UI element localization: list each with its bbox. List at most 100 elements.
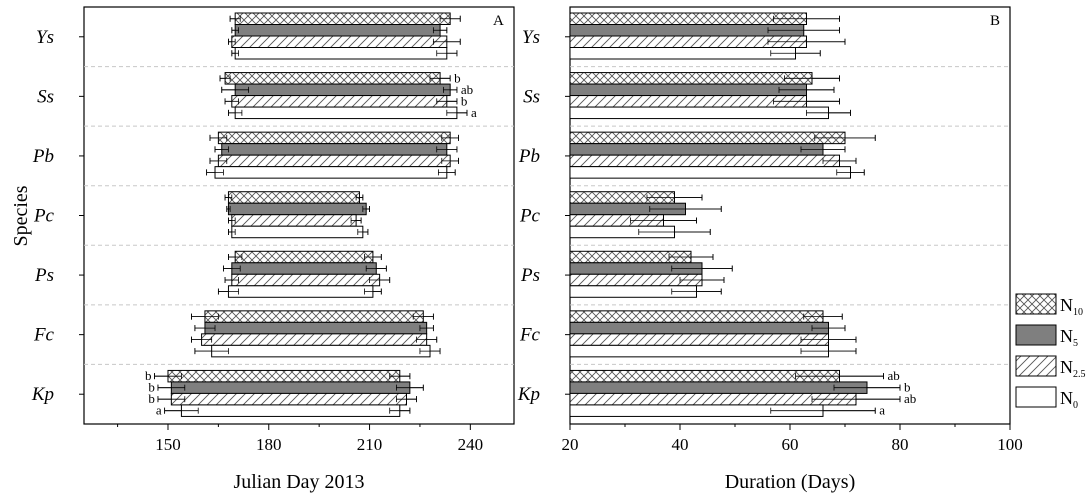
bar-b-ys-n10 [569, 12, 807, 25]
error-bar [800, 146, 846, 153]
error-bar [814, 134, 876, 141]
bar-b-ss-n5 [569, 83, 807, 97]
species-label-kp: Kp [31, 384, 54, 405]
error-bar-start [228, 228, 236, 235]
x-tick-label: 20 [562, 435, 579, 454]
error-bar-end [364, 254, 382, 261]
error-bar [822, 157, 857, 164]
error-bar [778, 86, 835, 93]
error-bar-end [355, 194, 364, 201]
error-bar-end [436, 146, 458, 153]
error-bar-end [419, 325, 434, 332]
error-bar-start [219, 75, 231, 82]
bar-a-fc-n5 [204, 321, 428, 335]
error-bar-end [441, 134, 459, 141]
bar-a-ys-n5 [234, 24, 441, 37]
error-bar-end [436, 98, 458, 105]
error-bar-start [164, 407, 199, 414]
error-bar-end [441, 157, 459, 164]
bar-b-fc-n2-5 [569, 333, 829, 346]
bar-a-pb-n10 [217, 131, 451, 145]
bar-a-pb-n0 [214, 166, 448, 179]
species-label-ps: Ps [520, 265, 540, 286]
bar-a-ys-n10 [234, 12, 451, 25]
x-tick-label: 150 [155, 435, 181, 454]
error-bar [836, 169, 865, 176]
error-bar-start [217, 288, 239, 295]
error-bar-start [157, 396, 186, 403]
error-bar [646, 194, 703, 201]
error-bar-end [432, 38, 461, 45]
error-bar [811, 396, 901, 403]
error-bar-end [438, 169, 456, 176]
error-bar-start [209, 157, 228, 164]
x-tick-label: 210 [357, 435, 383, 454]
y-axis-label: Species [10, 185, 32, 246]
significance-label: a [156, 403, 162, 418]
bar-a-fc-n2-5 [201, 333, 428, 346]
species-label-ss: Ss [523, 86, 540, 107]
error-bar-end [362, 205, 370, 212]
error-bar-end [436, 50, 458, 57]
error-bar-start [231, 27, 239, 34]
species-label-kp: Kp [517, 384, 540, 405]
significance-label: b [145, 368, 152, 383]
bar-a-ss-n2-5 [231, 95, 448, 108]
bar-a-kp-n0 [180, 404, 401, 417]
error-bar-start [194, 348, 229, 355]
species-label-fc: Fc [519, 325, 541, 346]
species-label-ss: Ss [37, 86, 54, 107]
legend-swatch-solid-grey [1015, 324, 1057, 346]
bar-b-ss-n0 [569, 106, 829, 120]
legend-swatch-diagonal [1015, 355, 1057, 377]
error-bar-start [231, 50, 239, 57]
error-bar-end [419, 348, 441, 355]
bar-a-fc-n0 [211, 344, 431, 358]
error-bar [773, 98, 840, 105]
panel-b-x-axis-label: Duration (Days) [725, 471, 856, 493]
error-bar [773, 15, 840, 22]
error-bar-start [228, 109, 243, 116]
species-label-pb: Pb [518, 146, 540, 167]
panel-b-tag: B [990, 13, 1000, 29]
legend-swatch-open [1015, 386, 1057, 408]
species-label-fc: Fc [33, 325, 55, 346]
error-bar [630, 217, 697, 224]
error-bar [795, 373, 884, 380]
bar-a-ps-n10 [234, 250, 374, 264]
error-bar-end [432, 27, 448, 34]
error-bar-end [443, 86, 458, 93]
error-bar-end [429, 75, 451, 82]
x-tick-label: 240 [458, 435, 484, 454]
species-label-pc: Pc [33, 206, 55, 227]
bar-b-pb-n0 [569, 166, 851, 179]
error-bar-start [221, 86, 250, 93]
bar-b-fc-n10 [569, 310, 824, 323]
error-bar [811, 325, 846, 332]
error-bar [770, 407, 876, 414]
legend-label: N5 [1060, 326, 1078, 349]
error-bar-end [350, 217, 362, 224]
error-bar [679, 277, 725, 284]
bar-a-ps-n0 [227, 285, 374, 298]
x-tick-label: 40 [672, 435, 689, 454]
bar-b-ss-n10 [569, 72, 813, 85]
error-bar [806, 109, 851, 116]
error-bar-start [224, 194, 233, 201]
bar-a-fc-n10 [204, 310, 424, 323]
error-bar-end [369, 277, 391, 284]
bar-a-ys-n2-5 [231, 35, 448, 48]
error-bar-start [228, 254, 243, 261]
error-bar-end [416, 336, 438, 343]
bar-a-kp-n10 [167, 369, 401, 383]
bar-a-pc-n5 [227, 202, 367, 216]
species-label-ys: Ys [522, 27, 540, 48]
bar-a-pc-n10 [227, 191, 360, 204]
error-bar [671, 265, 733, 272]
error-bar-start [223, 265, 241, 272]
error-bar-end [389, 373, 411, 380]
legend-swatch-crosshatch [1015, 293, 1057, 315]
